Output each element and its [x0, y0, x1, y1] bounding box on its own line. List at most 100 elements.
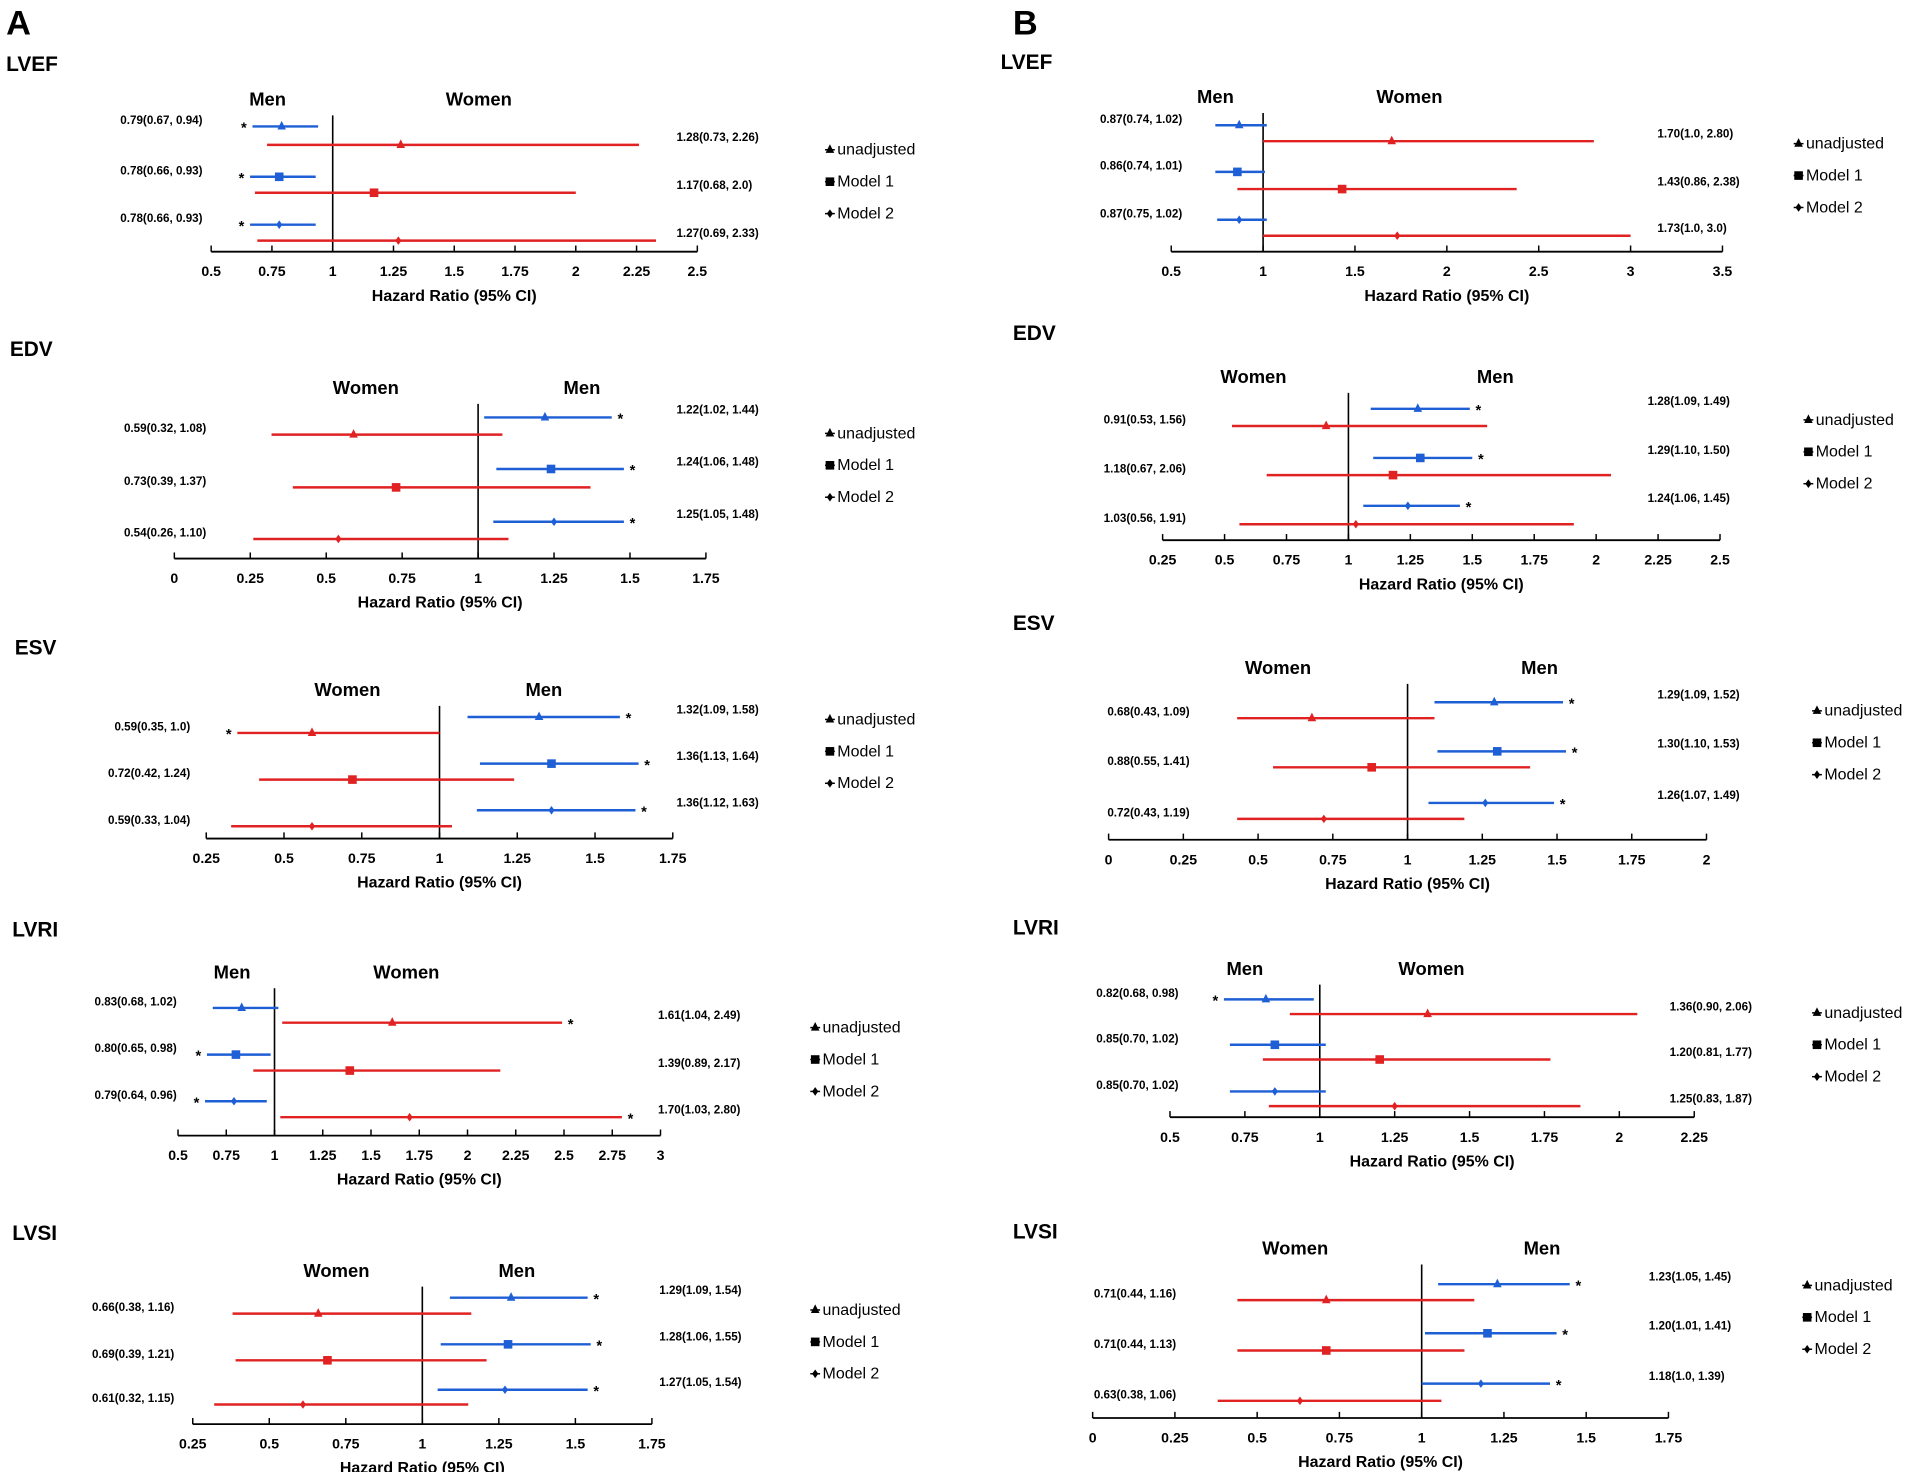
b-edv-men-hr-label: 1.24(1.06, 1.45) [1648, 492, 1730, 505]
b-lvri-women-hr-label: 1.36(0.90, 2.06) [1670, 1000, 1752, 1013]
b-esv-legend-triangle: unadjusted [1824, 703, 1902, 720]
b-edv-tick-label: 1 [1344, 552, 1352, 568]
a-lvef-tick-label: 0.75 [258, 263, 286, 279]
a-edv-men-hr-label: 1.25(1.05, 1.48) [676, 508, 758, 521]
legend-square-icon [1812, 738, 1822, 748]
b-esv-women-square-marker [1367, 763, 1376, 772]
b-edv-tick-label: 2 [1592, 552, 1600, 568]
a-esv-title: ESV [15, 636, 57, 659]
a-lvri-tick-label: 3 [657, 1147, 665, 1163]
a-lvri-men-hr-label: 0.80(0.65, 0.98) [94, 1042, 176, 1055]
a-lvef-women-diamond-marker [395, 236, 402, 245]
b-lvri-tick-label: 0.5 [1160, 1129, 1180, 1145]
b-edv-tick-label: 1.75 [1520, 552, 1548, 568]
b-lvef-tick-label: 0.5 [1161, 263, 1181, 279]
a-lvri-tick-label: 1.25 [309, 1147, 337, 1163]
a-lvsi-tick-label: 1 [418, 1436, 426, 1452]
a-edv-x-axis-label: Hazard Ratio (95% CI) [358, 595, 523, 612]
b-edv-men-significance-star: * [1476, 403, 1482, 419]
b-edv-men-diamond-marker [1404, 501, 1411, 511]
legend-triangle-icon [1802, 1279, 1812, 1289]
a-lvef-title: LVEF [6, 53, 58, 76]
b-lvri-men-hr-label: 0.82(0.68, 0.98) [1096, 987, 1178, 1000]
legend-triangle-icon [810, 1304, 820, 1314]
a-edv-women-diamond-marker [335, 534, 342, 544]
a-edv-men-triangle-marker [540, 411, 550, 421]
a-lvri-legend-square: Model 1 [823, 1051, 880, 1068]
b-lvsi-women-square-marker [1321, 1346, 1331, 1355]
legend-triangle-icon [810, 1022, 820, 1031]
a-lvef-tick-label: 2.25 [623, 263, 651, 279]
b-lvri-women-triangle-marker [1423, 1008, 1432, 1018]
a-lvef-men-significance-star: * [239, 219, 245, 235]
a-lvri-women-hr-label: 1.61(1.04, 2.49) [658, 1009, 740, 1022]
b-lvri-title: LVRI [1013, 916, 1059, 939]
b-lvef-men-square-marker [1233, 167, 1242, 177]
a-lvri-women-hr-label: 1.70(1.03, 2.80) [658, 1104, 740, 1117]
b-edv-women-square-marker [1388, 470, 1398, 480]
b-lvef-legend-triangle: unadjusted [1806, 136, 1884, 153]
b-lvsi-tick-label: 0.75 [1326, 1430, 1354, 1446]
a-edv-tick-label: 0.5 [316, 570, 336, 586]
b-lvef-women-hr-label: 1.70(1.0, 2.80) [1657, 128, 1733, 141]
b-edv-women-triangle-marker [1321, 420, 1331, 430]
b-lvsi-title: LVSI [1013, 1221, 1058, 1244]
b-lvef-tick-label: 3.5 [1713, 263, 1733, 279]
a-lvri-men-significance-star: * [196, 1049, 202, 1065]
b-edv-women-hr-label: 0.91(0.53, 1.56) [1104, 414, 1186, 427]
legend-triangle-icon [1812, 705, 1822, 714]
b-esv-men-significance-star: * [1569, 696, 1575, 712]
a-lvri-women-diamond-marker [406, 1112, 413, 1122]
b-lvef-tick-label: 3 [1627, 263, 1635, 279]
b-lvsi-tick-label: 0 [1089, 1430, 1097, 1446]
a-esv-women-hr-label: 0.59(0.35, 1.0) [114, 720, 190, 733]
b-esv-women-hr-label: 0.88(0.55, 1.41) [1107, 755, 1189, 768]
b-esv-men-hr-label: 1.30(1.10, 1.53) [1657, 738, 1739, 751]
b-edv-women-hr-label: 1.03(0.56, 1.91) [1104, 512, 1186, 525]
a-edv-men-square-marker [546, 464, 556, 474]
a-lvri-legend-diamond: Model 2 [823, 1083, 880, 1100]
a-lvef-legend-diamond: Model 2 [837, 206, 894, 223]
a-esv-tick-label: 0.25 [193, 850, 221, 866]
a-esv-men-hr-label: 1.36(1.13, 1.64) [676, 750, 758, 763]
b-lvsi-men-diamond-marker [1477, 1379, 1484, 1388]
a-edv-tick-label: 0.25 [237, 570, 265, 586]
panel-letter-a: A [6, 4, 31, 42]
legend-triangle-icon [1812, 1007, 1822, 1016]
b-esv-men-hr-label: 1.26(1.07, 1.49) [1657, 789, 1739, 802]
a-esv-women-significance-star: * [226, 727, 232, 743]
a-lvsi-men-hr-label: 1.27(1.05, 1.54) [659, 1376, 741, 1389]
b-edv-tick-label: 0.5 [1215, 552, 1235, 568]
a-esv-men-triangle-marker [534, 711, 544, 721]
a-lvef-men-significance-star: * [241, 121, 247, 137]
b-esv-women-hr-label: 0.72(0.43, 1.19) [1107, 806, 1189, 819]
a-lvef-women-hr-label: 1.28(0.73, 2.26) [676, 131, 758, 144]
b-lvef-tick-label: 2.5 [1529, 263, 1549, 279]
b-lvsi-header-right: Men [1524, 1238, 1561, 1259]
a-edv-legend-square: Model 1 [837, 457, 894, 474]
a-lvsi-x-axis-label: Hazard Ratio (95% CI) [340, 1460, 505, 1472]
a-lvri-men-hr-label: 0.79(0.64, 0.96) [94, 1089, 176, 1102]
a-lvef-women-hr-label: 1.27(0.69, 2.33) [676, 227, 758, 240]
a-edv-tick-label: 0 [170, 570, 178, 586]
b-lvef-header-right: Women [1376, 86, 1442, 107]
legend-square-icon [1802, 1313, 1812, 1322]
b-edv-men-hr-label: 1.29(1.10, 1.50) [1648, 444, 1730, 457]
a-lvef-legend-square: Model 1 [837, 174, 894, 191]
b-esv-tick-label: 1 [1404, 851, 1412, 867]
b-esv-women-diamond-marker [1320, 814, 1327, 824]
a-lvri-men-diamond-marker [230, 1096, 238, 1106]
a-edv-men-significance-star: * [630, 463, 636, 479]
a-lvef-tick-label: 1 [329, 263, 337, 279]
a-edv-men-significance-star: * [630, 516, 636, 532]
a-lvsi-tick-label: 1.5 [566, 1436, 586, 1452]
b-esv-men-diamond-marker [1482, 798, 1489, 808]
legend-diamond-icon [1805, 479, 1812, 489]
a-lvri-women-square-marker [345, 1066, 355, 1075]
a-lvri-header-right: Women [373, 961, 439, 982]
a-lvri-women-significance-star: * [568, 1017, 574, 1033]
b-lvri-tick-label: 2 [1615, 1129, 1623, 1145]
a-edv-tick-label: 1.75 [692, 570, 720, 586]
a-lvri-tick-label: 0.75 [213, 1147, 241, 1163]
a-lvef-women-triangle-marker [396, 139, 406, 148]
